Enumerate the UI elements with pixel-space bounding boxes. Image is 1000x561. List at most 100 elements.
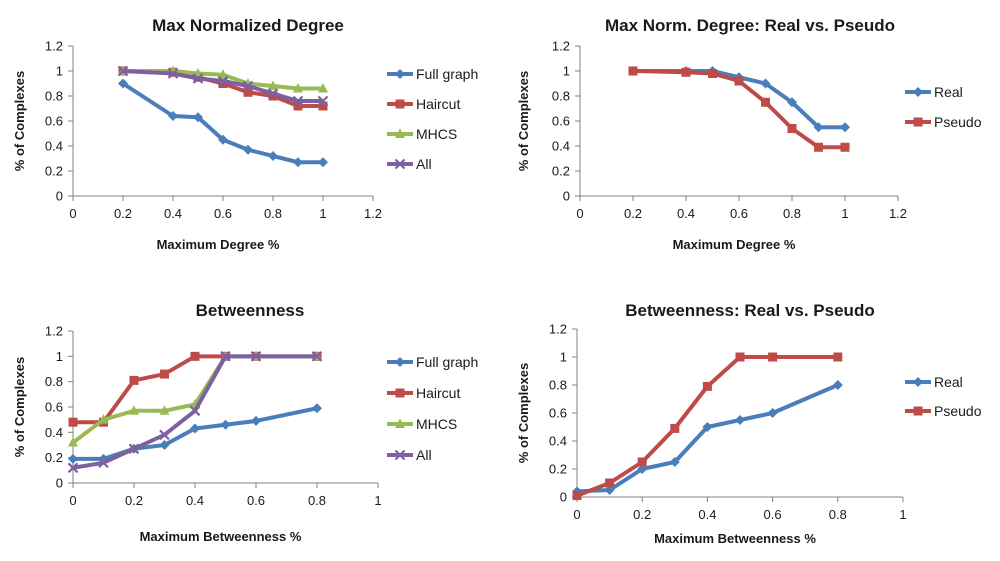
y-tick-label: 1	[56, 64, 63, 79]
data-point	[159, 429, 170, 441]
y-axis-label: % of Complexes	[12, 357, 27, 457]
x-axis-label: Maximum Degree %	[673, 237, 796, 252]
data-point	[768, 352, 778, 362]
legend-marker	[395, 69, 405, 79]
data-point	[670, 423, 680, 433]
x-tick-label: 0.2	[114, 206, 132, 221]
data-point	[267, 88, 279, 99]
data-point	[217, 75, 229, 87]
y-axis-label: % of Complexes	[516, 363, 531, 463]
legend-entry: MHCS	[387, 416, 457, 432]
data-point	[735, 352, 745, 362]
data-point	[312, 403, 322, 414]
data-point	[129, 375, 139, 385]
y-tick-label: 0.6	[552, 114, 570, 129]
chart-1: Max Normalized Degree 0 0.2 0.4 0.6 0.8 1 1.2 0 0…	[12, 16, 478, 252]
y-tick-label: 1.2	[45, 39, 63, 54]
series-all	[117, 65, 329, 107]
series-real	[628, 66, 850, 133]
data-point	[734, 76, 744, 86]
data-point	[833, 352, 843, 362]
x-tick-label: 1.2	[364, 206, 382, 221]
data-point	[311, 351, 323, 362]
data-point	[160, 369, 169, 379]
data-point	[832, 380, 843, 390]
data-point	[292, 95, 304, 107]
data-point	[218, 69, 228, 79]
series-line	[73, 406, 318, 461]
legend-marker	[913, 87, 923, 97]
series-line	[576, 355, 838, 498]
data-point	[268, 91, 278, 101]
y-tick-label: 0.8	[45, 374, 63, 389]
y-axis-label: % of Complexes	[516, 71, 531, 171]
legend-marker	[395, 357, 405, 367]
y-tick-label: 1.2	[552, 39, 570, 54]
x-tick-label: 1	[374, 493, 381, 508]
data-point	[628, 66, 638, 76]
y-tick-label: 0.8	[549, 378, 567, 393]
series-all	[67, 351, 323, 474]
series-line	[122, 69, 323, 103]
x-tick-label: 0	[69, 493, 76, 508]
data-point	[787, 124, 797, 133]
y-tick-label: 0.4	[45, 139, 63, 154]
legend-label: Haircut	[416, 385, 460, 401]
y-tick-label: 1	[560, 350, 567, 365]
y-axis-label: % of Complexes	[12, 71, 27, 171]
x-tick-label: 0	[69, 206, 76, 221]
data-point	[118, 78, 128, 89]
legend-marker	[913, 377, 923, 387]
legend-marker	[913, 406, 923, 416]
series-line	[576, 383, 839, 494]
y-tick-label: 0.6	[45, 400, 63, 415]
y-tick-label: 0.2	[549, 462, 567, 477]
legend-label: All	[416, 156, 432, 172]
legend-entry: Full graph	[387, 354, 478, 370]
data-point	[128, 443, 140, 455]
legend-entry: Haircut	[387, 385, 460, 401]
data-point	[159, 440, 170, 450]
legend-marker	[395, 99, 405, 109]
y-tick-label: 0.6	[549, 406, 567, 421]
x-tick-label: 0.4	[186, 493, 204, 508]
chart-title: Max Normalized Degree	[152, 16, 344, 35]
legend-label: MHCS	[416, 126, 457, 142]
data-point	[293, 83, 303, 93]
data-point	[637, 457, 647, 467]
x-tick-label: 0.8	[829, 507, 847, 522]
data-point	[572, 491, 582, 501]
data-point	[708, 69, 717, 78]
data-point	[760, 78, 771, 89]
legend-entry: MHCS	[387, 126, 457, 142]
data-point	[251, 415, 261, 426]
data-point	[669, 457, 680, 467]
data-point	[68, 417, 78, 427]
data-point	[242, 80, 254, 92]
data-point	[243, 144, 253, 155]
series-pseudo	[628, 66, 850, 152]
data-point	[761, 97, 770, 107]
x-tick-label: 1	[899, 507, 906, 522]
x-tick-label: 1	[841, 206, 848, 221]
data-point	[220, 419, 231, 430]
y-tick-label: 1.2	[45, 324, 63, 339]
data-point	[814, 142, 823, 152]
data-point	[98, 457, 109, 469]
data-point	[787, 97, 797, 108]
chart-2: Max Norm. Degree: Real vs. Pseudo 0 0.2 0.4…	[516, 16, 982, 252]
legend-marker	[394, 158, 406, 170]
legend-marker	[394, 449, 406, 461]
legend-marker	[395, 388, 405, 398]
y-tick-label: 0.8	[45, 89, 63, 104]
data-point	[117, 65, 129, 77]
chart-title: Betweenness: Real vs. Pseudo	[625, 301, 874, 320]
data-point	[98, 414, 109, 424]
data-point	[192, 73, 204, 84]
data-point	[735, 415, 745, 425]
data-point	[317, 95, 329, 107]
x-tick-label: 1.2	[889, 206, 907, 221]
legend-label: Pseudo	[934, 114, 982, 130]
data-point	[218, 134, 228, 145]
